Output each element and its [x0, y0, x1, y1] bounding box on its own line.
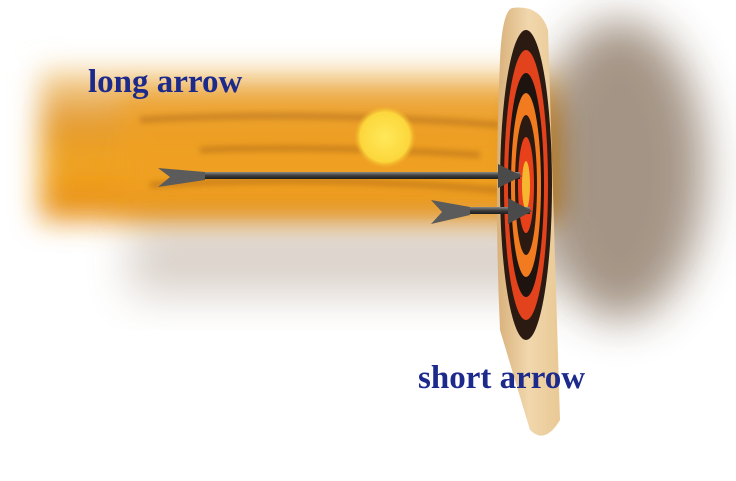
illustration: long arrow short arrow: [0, 0, 736, 481]
long-arrow-label: long arrow: [88, 64, 242, 100]
target-shadow: [535, 20, 705, 320]
short-arrow-label: short arrow: [418, 360, 585, 396]
